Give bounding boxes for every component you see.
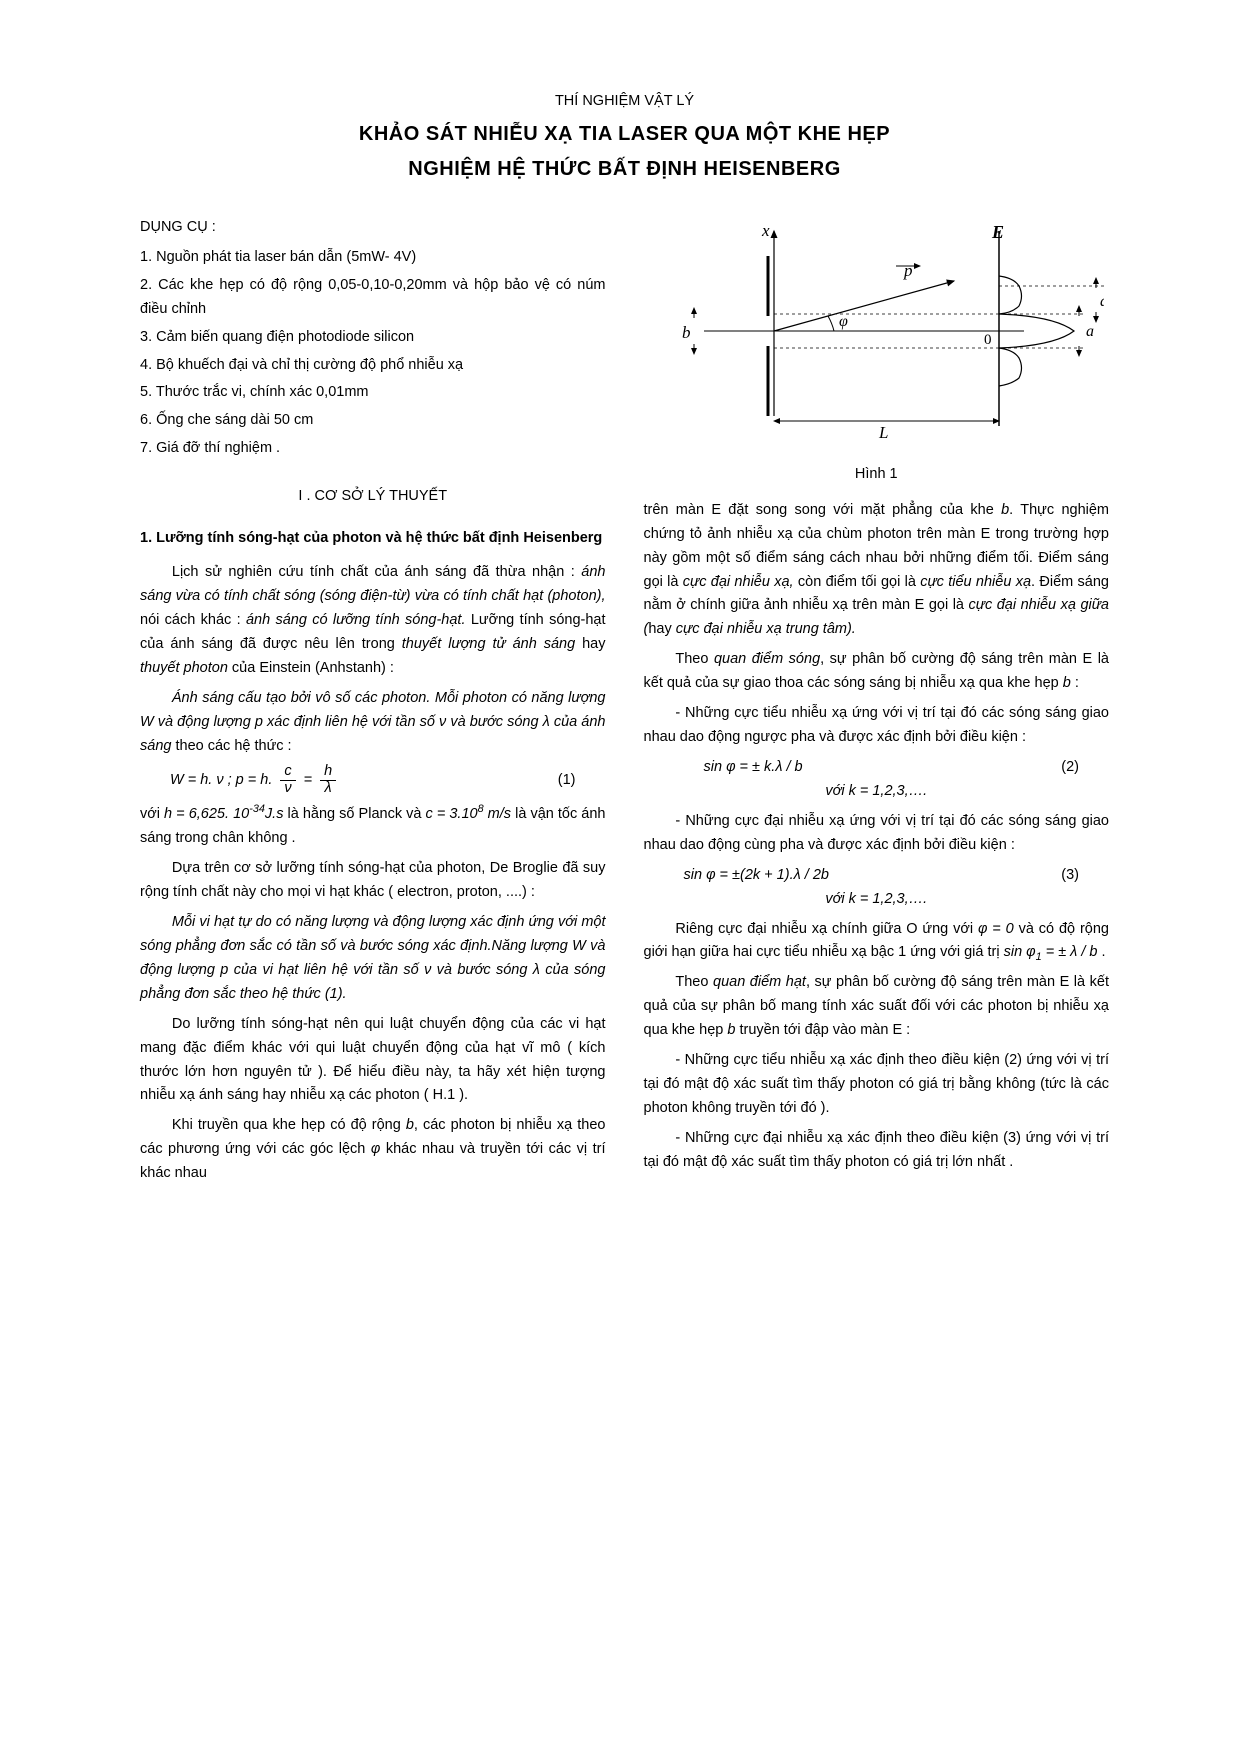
text-italic: φ — [371, 1141, 380, 1157]
equation-1: W = h. ν ; p = h. c ν = h λ (1) — [140, 764, 606, 797]
eq-sub: với k = 1,2,3,…. — [644, 780, 1110, 804]
text: của Einstein (Anhstanh) : — [228, 660, 394, 676]
paragraph: Ánh sáng cấu tạo bởi vô số các photon. M… — [140, 687, 606, 759]
text: Khi truyền qua khe hẹp có độ rộng — [172, 1117, 406, 1133]
text: là hằng số Planck và — [283, 806, 425, 822]
eq-sub: với k = 1,2,3,…. — [644, 888, 1110, 912]
text: : — [1071, 675, 1079, 691]
paragraph-italic: Mỗi vi hạt tự do có năng lượng và động l… — [140, 911, 606, 1007]
text-italic: cực đại nhiễu xạ, — [683, 574, 794, 590]
text: truyền tới đập vào màn E : — [735, 1022, 910, 1038]
text: . — [1097, 944, 1105, 960]
equipment-item: 7. Giá đỡ thí nghiệm . — [140, 437, 606, 461]
equipment-label: DỤNG CỤ : — [140, 216, 606, 240]
text-italic: sin φ1 = ± λ / b — [1004, 944, 1098, 960]
label-E: E — [991, 222, 1004, 242]
text-italic: c = 3.108 m/s — [426, 806, 512, 822]
text-italic: cực tiểu nhiễu xạ — [920, 574, 1031, 590]
header-title-line1: KHẢO SÁT NHIỄU XẠ TIA LASER QUA MỘT KHE … — [140, 118, 1109, 151]
equipment-item: 6. Ống che sáng dài 50 cm — [140, 409, 606, 433]
equipment-item: 4. Bộ khuếch đại và chỉ thị cường độ phổ… — [140, 354, 606, 378]
paragraph: Lịch sử nghiên cứu tính chất của ánh sán… — [140, 561, 606, 681]
paragraph: Khi truyền qua khe hẹp có độ rộng b, các… — [140, 1114, 606, 1186]
paragraph: với h = 6,625. 10-34J.s là hằng số Planc… — [140, 803, 606, 851]
text-italic: thuyết photon — [140, 660, 228, 676]
figure-caption: Hình 1 — [644, 463, 1110, 487]
text: hay — [648, 621, 675, 637]
fraction: h λ — [320, 764, 336, 797]
header-supertitle: THÍ NGHIỆM VẬT LÝ — [140, 90, 1109, 114]
text-italic: cực đại nhiễu xạ trung tâm). — [676, 621, 856, 637]
equipment-item: 3. Cảm biến quang điện photodiode silico… — [140, 326, 606, 350]
theory-heading: I . CƠ SỞ LÝ THUYẾT — [140, 485, 606, 509]
text-italic: h = 6,625. 10-34J.s — [164, 806, 283, 822]
text: nói cách khác : — [140, 612, 246, 628]
text-italic: b — [406, 1117, 414, 1133]
right-column: x b E p φ 0 — [644, 216, 1110, 1192]
equation-number: (2) — [1061, 756, 1109, 780]
figure-1: x b E p φ 0 — [644, 216, 1110, 487]
paragraph: Theo quan điểm hạt, sự phân bố cường độ … — [644, 971, 1110, 1043]
two-column-layout: DỤNG CỤ : 1. Nguồn phát tia laser bán dẫ… — [140, 216, 1109, 1192]
text-italic: quan điểm sóng — [714, 651, 820, 667]
paragraph: - Những cực đại nhiễu xạ xác định theo đ… — [644, 1127, 1110, 1175]
section-1-title: 1. Lưỡng tính sóng-hạt của photon và hệ … — [140, 527, 606, 551]
text: với — [140, 806, 164, 822]
equipment-item: 5. Thước trắc vi, chính xác 0,01mm — [140, 381, 606, 405]
diffraction-diagram: x b E p φ 0 — [644, 216, 1104, 446]
text: trên màn E đặt song song với mặt phẳng c… — [644, 502, 1002, 518]
paragraph: Theo quan điểm sóng, sự phân bố cường độ… — [644, 648, 1110, 696]
paragraph: - Những cực đại nhiễu xạ ứng với vị trí … — [644, 810, 1110, 858]
eq-text: = — [304, 769, 312, 793]
paragraph: - Những cực tiểu nhiễu xạ ứng với vị trí… — [644, 702, 1110, 750]
text-italic: quan điểm hạt — [713, 974, 806, 990]
left-column: DỤNG CỤ : 1. Nguồn phát tia laser bán dẫ… — [140, 216, 606, 1192]
text: Theo — [675, 651, 714, 667]
paragraph: trên màn E đặt song song với mặt phẳng c… — [644, 499, 1110, 643]
denominator: ν — [280, 781, 295, 797]
eq-text: sin φ = ±(2k + 1).λ / 2b — [644, 864, 829, 888]
axis-label-x: x — [761, 221, 770, 240]
label-O: 0 — [984, 332, 992, 348]
label-aprime: a′ — [1100, 293, 1104, 310]
label-a: a — [1086, 323, 1094, 340]
fraction: c ν — [280, 764, 295, 797]
text-italic: b — [1001, 502, 1009, 518]
label-L: L — [878, 423, 888, 442]
paragraph: - Những cực tiểu nhiễu xạ xác định theo … — [644, 1049, 1110, 1121]
header-title-line2: NGHIỆM HỆ THỨC BẤT ĐỊNH HEISENBERG — [140, 153, 1109, 186]
text-italic: b — [1063, 675, 1071, 691]
text: Theo — [675, 974, 713, 990]
paragraph: Dựa trên cơ sở lưỡng tính sóng-hạt của p… — [140, 857, 606, 905]
text: Riêng cực đại nhiễu xạ chính giữa O ứng … — [675, 921, 978, 937]
eq-text: sin φ = ± k.λ / b — [644, 756, 803, 780]
equation-number: (1) — [558, 769, 606, 793]
text: Lịch sử nghiên cứu tính chất của ánh sán… — [172, 564, 581, 580]
denominator: λ — [321, 781, 336, 797]
equation-3: sin φ = ±(2k + 1).λ / 2b (3) với k = 1,2… — [644, 864, 1110, 912]
equation-number: (3) — [1061, 864, 1109, 888]
equipment-list: 1. Nguồn phát tia laser bán dẫn (5mW- 4V… — [140, 246, 606, 461]
equation-2: sin φ = ± k.λ / b (2) với k = 1,2,3,…. — [644, 756, 1110, 804]
equipment-item: 1. Nguồn phát tia laser bán dẫn (5mW- 4V… — [140, 246, 606, 270]
eq-text: W = h. ν ; p = h. — [140, 769, 272, 793]
text-italic: thuyết lượng tử ánh sáng — [402, 636, 575, 652]
numerator: h — [320, 764, 336, 781]
text: còn điểm tối gọi là — [794, 574, 921, 590]
label-phi: φ — [839, 313, 848, 330]
text-italic: ánh sáng có lưỡng tính sóng-hạt. — [246, 612, 466, 628]
paragraph: Riêng cực đại nhiễu xạ chính giữa O ứng … — [644, 918, 1110, 966]
label-b: b — [682, 323, 691, 342]
text: hay — [575, 636, 605, 652]
page-header: THÍ NGHIỆM VẬT LÝ KHẢO SÁT NHIỄU XẠ TIA … — [140, 90, 1109, 186]
text: theo các hệ thức : — [171, 738, 291, 754]
text-italic: φ = 0 — [978, 921, 1014, 937]
equipment-item: 2. Các khe hẹp có độ rộng 0,05-0,10-0,20… — [140, 274, 606, 322]
paragraph: Do lưỡng tính sóng-hạt nên qui luật chuy… — [140, 1013, 606, 1109]
numerator: c — [280, 764, 295, 781]
label-p: p — [903, 261, 913, 280]
